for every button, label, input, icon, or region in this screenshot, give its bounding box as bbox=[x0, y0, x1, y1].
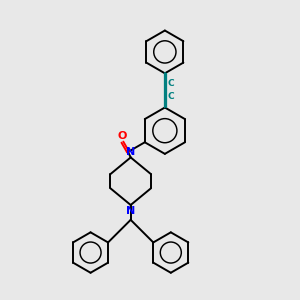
Text: C: C bbox=[168, 80, 175, 88]
Text: O: O bbox=[118, 131, 127, 141]
Text: N: N bbox=[126, 147, 135, 157]
Text: N: N bbox=[126, 206, 135, 216]
Text: C: C bbox=[168, 92, 175, 101]
